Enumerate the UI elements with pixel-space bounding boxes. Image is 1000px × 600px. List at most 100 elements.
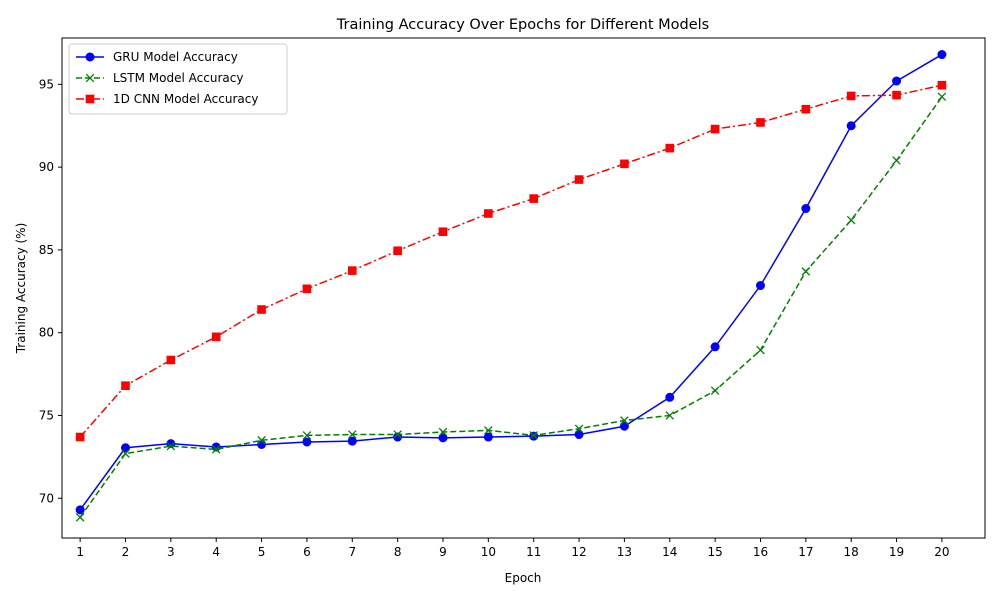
legend-label: GRU Model Accuracy bbox=[113, 50, 238, 64]
data-point bbox=[937, 50, 947, 60]
data-point bbox=[846, 121, 856, 131]
legend-marker bbox=[85, 94, 95, 104]
legend-marker bbox=[85, 73, 95, 83]
legend-label: 1D CNN Model Accuracy bbox=[113, 92, 258, 106]
y-tick-label: 75 bbox=[39, 408, 54, 422]
x-tick-label: 18 bbox=[844, 545, 859, 559]
data-point bbox=[801, 267, 811, 276]
x-tick-label: 19 bbox=[889, 545, 904, 559]
x-tick-label: 5 bbox=[258, 545, 266, 559]
data-point bbox=[665, 143, 675, 153]
x-tick-label: 10 bbox=[481, 545, 496, 559]
series-2 bbox=[75, 80, 947, 442]
legend-marker bbox=[85, 52, 95, 62]
data-point bbox=[574, 424, 584, 433]
data-point bbox=[302, 284, 312, 294]
x-tick-label: 1 bbox=[76, 545, 84, 559]
data-point bbox=[529, 431, 538, 440]
data-point bbox=[484, 209, 493, 218]
data-point bbox=[257, 439, 267, 449]
y-tick-label: 70 bbox=[39, 491, 54, 505]
x-tick-label: 12 bbox=[571, 545, 586, 559]
data-point bbox=[620, 416, 629, 425]
data-point bbox=[347, 436, 357, 446]
data-point bbox=[302, 437, 312, 447]
data-point bbox=[619, 421, 629, 431]
data-point bbox=[438, 433, 448, 443]
y-tick-label: 95 bbox=[39, 77, 54, 91]
y-tick-label: 85 bbox=[39, 243, 54, 257]
data-point bbox=[166, 441, 176, 451]
series-line bbox=[79, 53, 943, 511]
data-point bbox=[892, 76, 902, 86]
series-line bbox=[79, 84, 943, 438]
x-tick-label: 14 bbox=[662, 545, 677, 559]
legend-label: LSTM Model Accuracy bbox=[113, 71, 243, 85]
data-point bbox=[665, 392, 675, 402]
data-point bbox=[574, 430, 584, 440]
chart-title: Training Accuracy Over Epochs for Differ… bbox=[336, 17, 709, 33]
series-layer bbox=[75, 50, 947, 522]
data-point bbox=[393, 430, 402, 439]
x-axis-label: Epoch bbox=[505, 571, 542, 585]
x-tick-label: 13 bbox=[617, 545, 632, 559]
y-axis: 70 75 80 85 90 95 bbox=[39, 77, 62, 505]
data-point bbox=[483, 432, 493, 442]
data-point bbox=[574, 175, 584, 184]
data-point bbox=[348, 430, 357, 439]
legend: GRU Model Accuracy LSTM Model Accuracy 1D … bbox=[68, 43, 288, 115]
data-point bbox=[846, 91, 856, 101]
x-tick-label: 8 bbox=[394, 545, 402, 559]
data-point bbox=[484, 426, 493, 435]
y-tick-label: 80 bbox=[39, 326, 54, 340]
y-tick-label: 90 bbox=[39, 160, 54, 174]
data-point bbox=[892, 156, 901, 165]
data-point bbox=[75, 513, 85, 522]
data-point bbox=[937, 80, 947, 90]
data-point bbox=[438, 227, 448, 237]
data-point bbox=[801, 204, 811, 214]
x-tick-label: 3 bbox=[167, 545, 175, 559]
data-point bbox=[257, 305, 266, 314]
x-tick-label: 2 bbox=[122, 545, 130, 559]
y-axis-label: Training Accuracy (%) bbox=[14, 223, 28, 355]
x-tick-label: 6 bbox=[303, 545, 311, 559]
x-tick-label: 15 bbox=[707, 545, 722, 559]
data-point bbox=[393, 246, 402, 256]
x-tick-label: 11 bbox=[526, 545, 541, 559]
data-point bbox=[438, 427, 448, 437]
data-point bbox=[620, 159, 629, 169]
data-point bbox=[120, 443, 130, 453]
x-tick-label: 7 bbox=[348, 545, 356, 559]
data-point bbox=[347, 266, 357, 275]
series-1 bbox=[75, 92, 947, 522]
x-tick-label: 9 bbox=[439, 545, 447, 559]
data-point bbox=[755, 281, 765, 291]
data-point bbox=[75, 432, 85, 442]
legend-item: GRU Model Accuracy bbox=[76, 50, 238, 64]
data-point bbox=[801, 104, 811, 114]
data-point bbox=[121, 381, 130, 390]
x-tick-label: 20 bbox=[934, 545, 949, 559]
legend-box bbox=[68, 43, 288, 115]
data-point bbox=[166, 355, 176, 365]
data-point bbox=[710, 342, 720, 352]
data-point bbox=[710, 124, 720, 134]
data-point bbox=[529, 194, 539, 203]
data-point bbox=[846, 215, 856, 225]
x-tick-label: 4 bbox=[212, 545, 220, 559]
plot-frame bbox=[61, 37, 986, 539]
data-point bbox=[257, 436, 266, 445]
data-point bbox=[665, 411, 675, 420]
data-point bbox=[121, 449, 130, 458]
x-axis: 1 2 3 4 5 6 7 8 9 10 11 12 13 14 15 16 17 18 19 20 bbox=[76, 538, 950, 559]
x-tick-label: 16 bbox=[753, 545, 768, 559]
data-point bbox=[756, 345, 765, 355]
data-point bbox=[211, 445, 221, 454]
x-tick-label: 17 bbox=[798, 545, 813, 559]
data-point bbox=[710, 386, 720, 395]
data-point bbox=[756, 118, 765, 127]
data-point bbox=[75, 505, 85, 515]
data-point bbox=[211, 332, 221, 342]
